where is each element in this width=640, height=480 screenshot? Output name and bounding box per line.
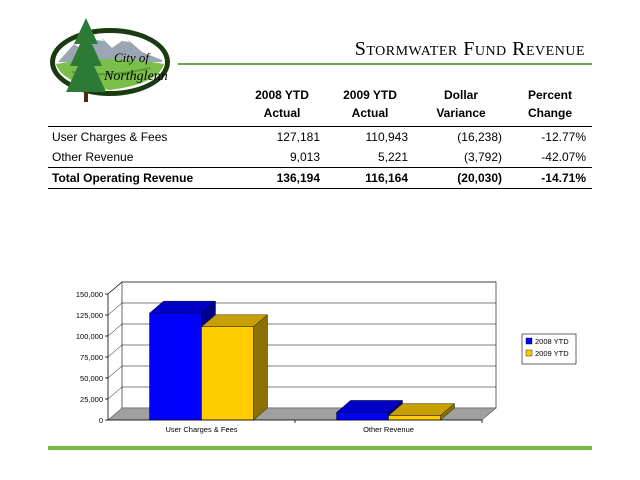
cell-2008: 9,013 [289,150,320,164]
total-label: Total Operating Revenue [48,167,238,189]
header-percent-change: Percent Change [508,86,592,127]
chart-y-tick-label: 25,000 [80,395,103,404]
chart-y-tick-label: 0 [99,416,103,425]
header-2008-ytd: 2008 YTD Actual [238,86,326,127]
cell-variance: (3,792) [463,150,502,164]
chart-gridline [107,344,496,358]
logo-text-line2: Northglenn [103,69,168,84]
cell-change: -12.77% [541,130,586,144]
cell-2009: 110,943 [365,130,409,144]
chart-y-tick-label: 150,000 [76,290,103,299]
chart-bar [336,412,389,421]
table-header-row: 2008 YTD Actual 2009 YTD Actual Dollar Vari… [48,86,592,127]
chart-y-tick-label: 100,000 [76,332,103,341]
header-label [48,86,238,127]
chart-bar [201,326,254,421]
logo-text-line1: City of [114,50,151,65]
title-divider [178,63,592,65]
row-label: Other Revenue [52,150,134,164]
chart-y-tick-label: 75,000 [80,353,103,362]
header-2009-ytd: 2009 YTD Actual [326,86,414,127]
chart-gridline [107,365,496,379]
header-dollar-variance: Dollar Variance [414,86,508,127]
cell-variance: (16,238) [457,130,502,144]
bottom-divider [48,446,592,450]
chart-legend-label: 2009 YTD [535,349,569,358]
cell-2009: 5,221 [377,150,408,164]
revenue-bar-chart: 0 25,000 50,000 75,000 100,000 125,000 150,000… [76,281,577,434]
total-variance: (20,030) [414,167,508,189]
chart-gridline [107,302,496,316]
chart-legend-swatch [525,337,533,345]
total-change: -14.71% [508,167,592,189]
revenue-table: 2008 YTD Actual 2009 YTD Actual Dollar Vari… [48,86,592,189]
chart-y-tick-label: 50,000 [80,374,103,383]
chart-legend-swatch [525,349,533,357]
chart-x-tick-label: User Charges & Fees [165,425,237,434]
total-2009: 116,164 [326,167,414,189]
total-2008: 136,194 [238,167,326,189]
chart-gridline [107,323,496,337]
chart-x-tick-label: Other Revenue [363,425,414,434]
chart-legend-label: 2008 YTD [535,337,569,346]
page-title: Stormwater Fund Revenue [354,38,585,60]
chart-bar [388,415,441,421]
cell-2008: 127,181 [276,130,320,144]
row-label: User Charges & Fees [52,130,168,144]
table-row: Other Revenue 9,013 5,221 (3,792) -42.07… [48,147,592,168]
city-logo: City of Northglenn [50,18,170,102]
chart-y-tick-label: 125,000 [76,311,103,320]
chart-gridline [107,386,496,400]
chart-bar [149,312,202,421]
cell-change: -42.07% [541,150,586,164]
table-row: User Charges & Fees 127,181 110,943 (16,… [48,127,592,148]
chart-gridline [107,281,496,295]
total-row: Total Operating Revenue 136,194 116,164 … [48,167,592,189]
chart-bar-side [253,314,268,421]
